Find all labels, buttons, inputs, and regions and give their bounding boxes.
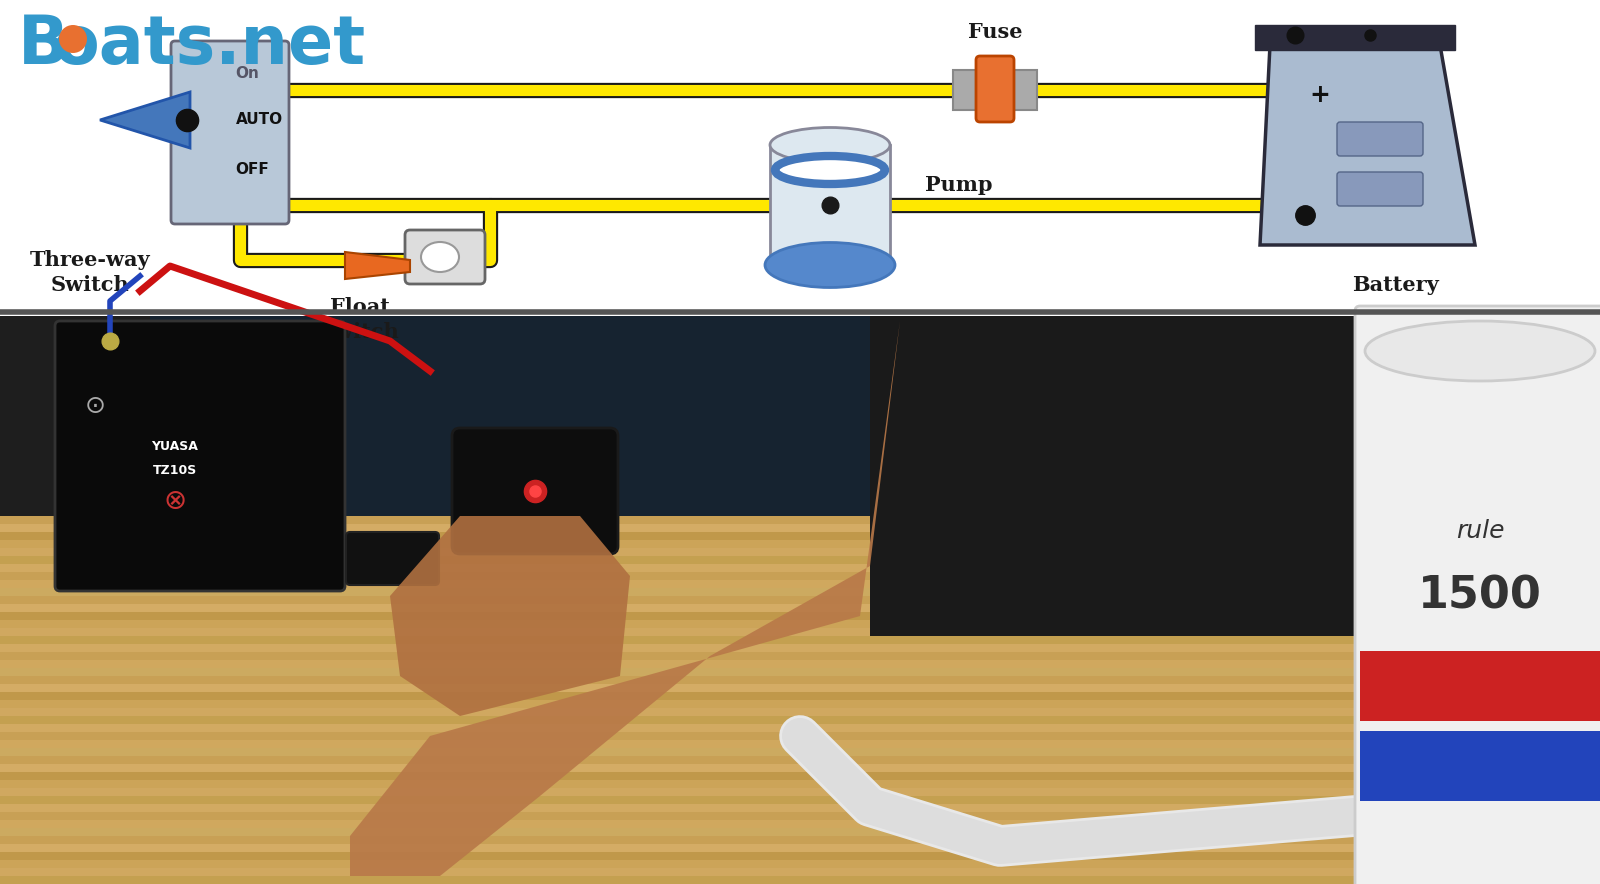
FancyBboxPatch shape — [1338, 172, 1422, 206]
Polygon shape — [0, 572, 1600, 580]
Text: ⊗: ⊗ — [163, 487, 187, 515]
Text: Battery: Battery — [1352, 275, 1438, 295]
Text: Fuse: Fuse — [968, 22, 1022, 42]
Polygon shape — [0, 652, 1600, 660]
Text: ⊙: ⊙ — [85, 394, 106, 418]
Polygon shape — [0, 684, 1600, 692]
Polygon shape — [0, 732, 1600, 740]
FancyBboxPatch shape — [453, 428, 618, 554]
Polygon shape — [0, 0, 1600, 312]
Ellipse shape — [774, 156, 885, 184]
Polygon shape — [0, 548, 1600, 556]
Polygon shape — [1360, 731, 1600, 801]
Polygon shape — [0, 852, 1600, 860]
FancyBboxPatch shape — [54, 321, 346, 591]
Text: B: B — [18, 12, 69, 78]
Polygon shape — [0, 660, 1600, 668]
Polygon shape — [0, 644, 1600, 652]
Text: AUTO: AUTO — [235, 112, 283, 127]
FancyBboxPatch shape — [954, 70, 1037, 110]
FancyBboxPatch shape — [976, 56, 1014, 122]
Polygon shape — [0, 820, 1600, 828]
FancyBboxPatch shape — [346, 532, 438, 585]
Polygon shape — [1360, 651, 1600, 721]
Ellipse shape — [765, 242, 894, 287]
Circle shape — [59, 25, 86, 53]
Text: Float
Switch: Float Switch — [320, 297, 400, 342]
Polygon shape — [0, 604, 1600, 612]
Ellipse shape — [1365, 321, 1595, 381]
Polygon shape — [0, 588, 1600, 596]
FancyBboxPatch shape — [1338, 122, 1422, 156]
Polygon shape — [0, 692, 1600, 700]
Text: OFF: OFF — [235, 163, 269, 178]
Polygon shape — [0, 516, 1600, 524]
FancyBboxPatch shape — [171, 41, 290, 224]
Text: Pump: Pump — [925, 175, 992, 195]
Polygon shape — [0, 812, 1600, 820]
Polygon shape — [0, 532, 1600, 540]
FancyBboxPatch shape — [1355, 306, 1600, 884]
FancyBboxPatch shape — [405, 230, 485, 284]
Polygon shape — [150, 316, 870, 516]
Polygon shape — [0, 828, 1600, 836]
Polygon shape — [0, 796, 1600, 804]
Polygon shape — [0, 780, 1600, 788]
Polygon shape — [346, 252, 410, 279]
Polygon shape — [1254, 25, 1454, 50]
Text: +: + — [1309, 83, 1331, 107]
Polygon shape — [0, 868, 1600, 876]
Polygon shape — [0, 628, 1600, 636]
Polygon shape — [0, 564, 1600, 572]
Polygon shape — [99, 92, 190, 148]
Polygon shape — [0, 772, 1600, 780]
Text: Three-way
Switch: Three-way Switch — [30, 250, 150, 294]
Polygon shape — [0, 556, 1600, 564]
Polygon shape — [0, 668, 1600, 676]
Polygon shape — [0, 316, 1600, 884]
Polygon shape — [0, 756, 1600, 764]
Polygon shape — [870, 316, 1600, 636]
Polygon shape — [0, 788, 1600, 796]
Text: TZ10S: TZ10S — [154, 464, 197, 477]
Polygon shape — [770, 145, 890, 265]
Polygon shape — [0, 540, 1600, 548]
Polygon shape — [0, 724, 1600, 732]
Polygon shape — [0, 524, 1600, 532]
Ellipse shape — [770, 127, 890, 163]
Polygon shape — [0, 716, 1600, 724]
Polygon shape — [0, 620, 1600, 628]
Polygon shape — [0, 836, 1600, 844]
Polygon shape — [0, 580, 1600, 588]
Polygon shape — [0, 612, 1600, 620]
Text: 1500: 1500 — [1418, 575, 1542, 618]
Polygon shape — [0, 876, 1600, 884]
Text: oats.net: oats.net — [53, 12, 365, 78]
Polygon shape — [0, 804, 1600, 812]
Text: YUASA: YUASA — [152, 439, 198, 453]
Polygon shape — [0, 844, 1600, 852]
Text: On: On — [235, 65, 259, 80]
Polygon shape — [0, 764, 1600, 772]
Text: rule: rule — [1456, 519, 1504, 543]
Polygon shape — [0, 636, 1600, 644]
Polygon shape — [0, 596, 1600, 604]
Polygon shape — [0, 708, 1600, 716]
Polygon shape — [0, 700, 1600, 708]
Ellipse shape — [421, 242, 459, 272]
Polygon shape — [0, 740, 1600, 748]
Polygon shape — [0, 748, 1600, 756]
Polygon shape — [0, 860, 1600, 868]
Polygon shape — [390, 516, 630, 716]
Polygon shape — [0, 676, 1600, 684]
Polygon shape — [350, 321, 899, 876]
Polygon shape — [1261, 45, 1475, 245]
